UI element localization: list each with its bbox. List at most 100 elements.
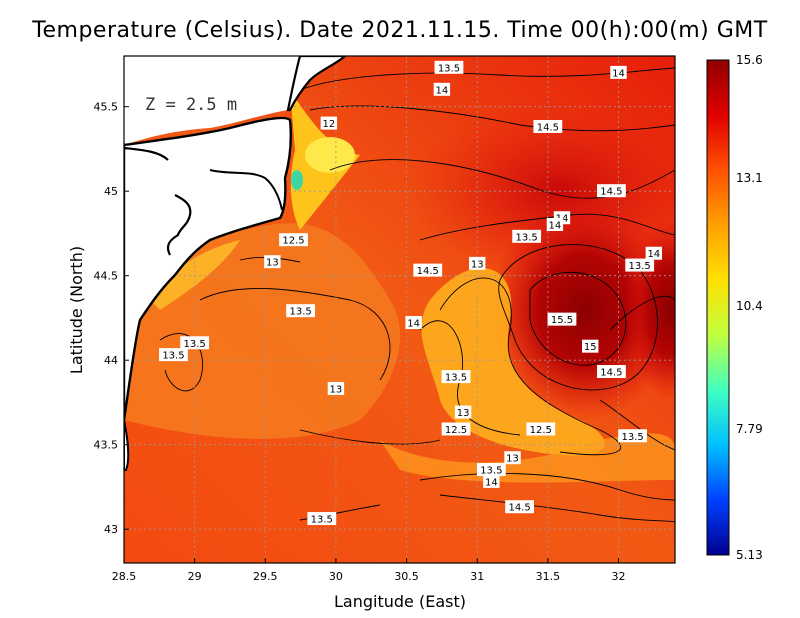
contour-label-text: 14 (647, 249, 660, 260)
contour-label: 13.5 (434, 60, 464, 74)
contour-label: 13 (469, 256, 486, 270)
contour-label-text: 13.5 (445, 373, 467, 384)
x-tick-label: 29 (188, 570, 202, 583)
contour-label: 13 (504, 451, 521, 465)
contour-label: 13 (327, 381, 345, 395)
contour-label: 14 (610, 65, 627, 79)
colorbar-label: 5.13 (736, 548, 763, 562)
coastal-upwelling (305, 137, 355, 173)
contour-label-box (625, 258, 655, 272)
contour-label-text: 13 (471, 259, 484, 270)
x-tick-label: 31.5 (536, 570, 561, 583)
contour-label-box (526, 422, 556, 436)
contour-label: 15.5 (547, 312, 577, 326)
contour-label-box (441, 370, 471, 384)
contour-label-box (533, 119, 563, 133)
contour-label-box (469, 256, 486, 270)
x-tick-label: 28.5 (112, 570, 137, 583)
colorbar-labels: 15.6 13.1 10.4 7.79 5.13 (736, 53, 763, 562)
contour-label-text: 13 (266, 258, 279, 269)
contour-labels: 13.514141214.514.5141413.512.51413.51313… (159, 60, 663, 526)
contour-label-text: 15 (584, 342, 597, 353)
land-west-edge (0, 56, 124, 580)
contour-label: 14 (433, 82, 451, 96)
contour-label-box (413, 263, 443, 277)
contour-label-box (597, 184, 626, 198)
contour-label-box (483, 474, 500, 488)
x-axis-ticks: 28.5 29 29.5 30 30.5 31 31.5 32 (112, 558, 625, 583)
contour-label: 13.5 (441, 370, 471, 384)
contour-label-text: 13.5 (621, 432, 643, 443)
contour-label: 14 (483, 474, 500, 488)
contour-label-box (405, 316, 422, 330)
contour-label-text: 13 (457, 408, 470, 419)
contour-label: 12 (320, 116, 338, 130)
contour-label-box (159, 348, 188, 362)
contour-label: 15 (582, 339, 599, 353)
contour-label-text: 13.5 (480, 466, 502, 477)
contour-label: 14 (546, 218, 564, 232)
contour-label-text: 15.5 (551, 315, 573, 326)
x-tick-label: 30.5 (394, 570, 419, 583)
contour-label-text: 13.5 (311, 515, 333, 526)
y-tick-label: 43 (104, 523, 118, 536)
contour-label: 13 (264, 255, 281, 269)
danube-delta-edge (209, 169, 283, 211)
contour-label-box (454, 405, 472, 419)
cool-band-south (380, 433, 675, 483)
contour-label-box (505, 500, 534, 514)
contour-label: 12.5 (279, 233, 308, 247)
contour-label-box (279, 233, 308, 247)
contour-label-text: 13.5 (629, 261, 651, 272)
x-tick-label: 32 (611, 570, 625, 583)
contour-label-box (546, 218, 564, 231)
y-tick-label: 44.5 (94, 270, 119, 283)
contour-label-text: 14 (407, 319, 420, 330)
contour-label: 13.5 (286, 304, 316, 318)
colorbar-label: 7.79 (736, 422, 763, 436)
land-ukraine (286, 56, 347, 112)
contour-label: 13.5 (180, 336, 210, 350)
map-plot-area: 13.514141214.514.5141413.512.51413.51313… (0, 56, 675, 580)
x-axis-title: Langitude (East) (334, 592, 466, 611)
contour-label-text: 14.5 (537, 122, 559, 133)
contour-label: 13.5 (625, 258, 655, 272)
contour-label-box (434, 60, 464, 74)
contour-label-text: 14.5 (600, 187, 622, 198)
contour-label-text: 13.5 (438, 63, 460, 74)
y-tick-label: 44 (104, 354, 118, 367)
y-tick-label: 43.5 (94, 439, 119, 452)
contour-label-box (597, 365, 626, 379)
contour-label-box (180, 336, 210, 350)
contour-label-text: 14 (612, 68, 625, 79)
colorbar (706, 59, 730, 556)
border-lines (124, 146, 192, 256)
contour-label: 13.5 (512, 229, 542, 243)
contour-label-box (320, 116, 338, 130)
contour-label-box (433, 82, 451, 96)
contour-label-box (610, 65, 627, 79)
land-romania-bulgaria (124, 116, 292, 421)
x-tick-label: 29.5 (253, 570, 278, 583)
contour-label-text: 14.5 (508, 503, 530, 514)
contour-label: 14.5 (597, 365, 626, 379)
plot-frame (123, 55, 676, 564)
colorbar-label: 10.4 (736, 299, 763, 313)
contour-label-text: 13.5 (516, 232, 538, 243)
contour-label: 14.5 (413, 263, 443, 277)
contour-label-text: 13.5 (184, 339, 206, 350)
contour-label-box (327, 381, 345, 395)
x-tick-label: 30 (329, 570, 343, 583)
contour-label: 12.5 (441, 422, 471, 436)
contour-label-text: 14 (485, 477, 498, 488)
contour-label: 14 (405, 316, 422, 330)
contour-label-text: 13.5 (162, 351, 184, 362)
contour-label-text: 14 (436, 85, 449, 96)
contour-label: 14 (645, 246, 663, 260)
contour-label-text: 13 (506, 454, 519, 465)
warm-eddy (490, 200, 675, 420)
contour-label-text: 14.5 (600, 368, 622, 379)
contour-label-box (512, 229, 542, 243)
contour-label-box (264, 255, 281, 269)
